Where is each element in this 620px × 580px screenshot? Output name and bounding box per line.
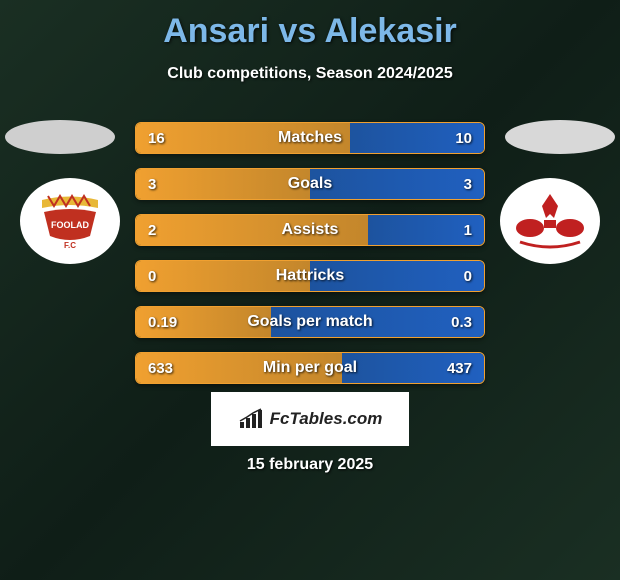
brand-badge: FcTables.com	[211, 392, 409, 446]
svg-text:FOOLAD: FOOLAD	[51, 220, 89, 230]
stats-container: 16Matches10 3Goals3 2Assists1 0Hattricks0 0.…	[135, 122, 485, 398]
stat-row: 0Hattricks0	[135, 260, 485, 292]
stat-value-right: 437	[447, 353, 472, 383]
player-left-silhouette	[5, 120, 115, 154]
stat-row: 3Goals3	[135, 168, 485, 200]
stat-label: Min per goal	[136, 353, 484, 383]
player-right-silhouette	[505, 120, 615, 154]
comparison-date: 15 february 2025	[0, 456, 620, 474]
stat-label: Matches	[136, 123, 484, 153]
stat-value-right: 3	[464, 169, 472, 199]
stat-value-right: 1	[464, 215, 472, 245]
stat-row: 633Min per goal437	[135, 352, 485, 384]
stat-value-right: 0	[464, 261, 472, 291]
fctables-logo-icon	[238, 408, 266, 430]
svg-text:F.C: F.C	[64, 241, 76, 250]
comparison-subtitle: Club competitions, Season 2024/2025	[0, 65, 620, 83]
stat-row: 0.19Goals per match0.3	[135, 306, 485, 338]
stat-label: Goals	[136, 169, 484, 199]
stat-label: Goals per match	[136, 307, 484, 337]
tractor-badge-icon	[500, 178, 600, 264]
stat-label: Hattricks	[136, 261, 484, 291]
stat-row: 16Matches10	[135, 122, 485, 154]
comparison-title: Ansari vs Alekasir	[0, 0, 620, 51]
stat-label: Assists	[136, 215, 484, 245]
stat-value-right: 10	[455, 123, 472, 153]
stat-value-right: 0.3	[451, 307, 472, 337]
stat-row: 2Assists1	[135, 214, 485, 246]
team-badge-right	[500, 178, 600, 264]
foolad-badge-icon: FOOLAD F.C	[20, 178, 120, 264]
team-badge-left: FOOLAD F.C	[20, 178, 120, 264]
brand-text: FcTables.com	[270, 409, 383, 429]
